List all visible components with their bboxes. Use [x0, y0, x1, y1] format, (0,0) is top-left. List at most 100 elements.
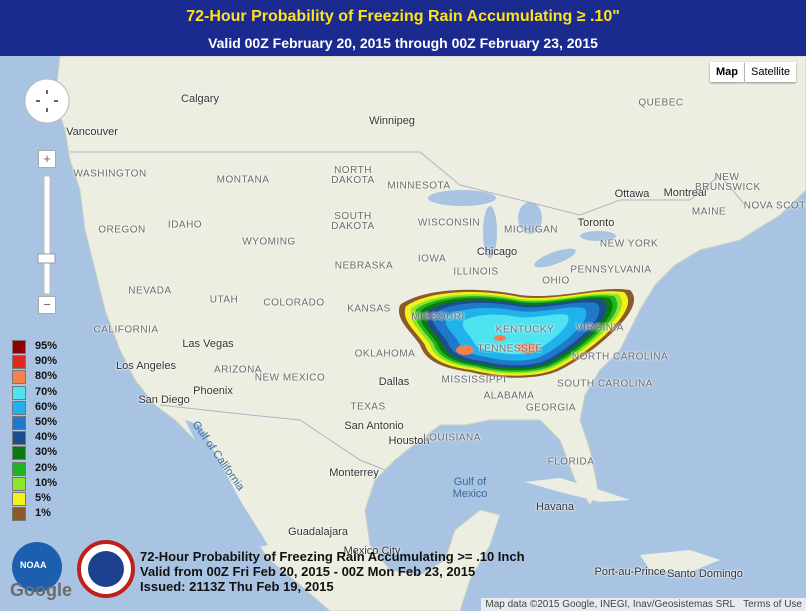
place-label: TEXAS: [350, 401, 386, 413]
legend-label: 95%: [35, 340, 58, 352]
legend-entry: 90%: [10, 355, 62, 370]
noaa-text: NOAA: [20, 560, 47, 570]
legend-entry: 70%: [10, 385, 62, 401]
place-label: Havana: [536, 501, 574, 513]
legend: 95% 90% 80% 70% 60% 50% 40% 30% 20% 10% 5% 1%: [10, 340, 62, 522]
legend-swatch: [12, 415, 26, 430]
legend-entry: 95%: [10, 340, 62, 355]
place-label: NORTH DAKOTA: [331, 165, 375, 186]
legend-swatch: [12, 507, 26, 522]
legend-swatch: [12, 385, 26, 400]
legend-entry: 1%: [10, 507, 62, 522]
legend-label: 50%: [35, 415, 58, 428]
place-label: Los Angeles: [116, 360, 176, 372]
map-data: Map data ©2015 Google, INEGI, Inav/Geosi…: [485, 599, 735, 610]
place-label: Calgary: [181, 93, 219, 105]
legend-label: 20%: [35, 461, 58, 474]
place-label: NEVADA: [128, 285, 172, 297]
place-label: Las Vegas: [182, 338, 234, 350]
probability-band: [456, 345, 474, 355]
place-label: SOUTH CAROLINA: [557, 378, 653, 390]
place-label: CALIFORNIA: [93, 324, 159, 336]
google-logo: Google: [10, 580, 72, 600]
place-label: Phoenix: [193, 385, 233, 397]
place-label: WYOMING: [242, 236, 296, 248]
legend-entry: 5%: [10, 491, 62, 507]
place-label: San Antonio: [344, 420, 404, 432]
place-label: Vancouver: [66, 126, 118, 138]
probability-band: [517, 343, 539, 353]
legend-entry: 60%: [10, 400, 62, 416]
legend-swatch: [12, 340, 26, 354]
map: [12, 56, 806, 611]
caption-line: Valid from 00Z Fri Feb 20, 2015 - 00Z Mo…: [140, 564, 476, 579]
legend-swatch: [12, 446, 26, 461]
place-label: NEW MEXICO: [254, 372, 326, 384]
place-label: Toronto: [577, 217, 615, 229]
legend-entry: 80%: [10, 370, 62, 385]
borders: [70, 151, 746, 471]
satellite-button[interactable]: Satellite: [745, 62, 797, 82]
pan-control[interactable]: [24, 78, 70, 124]
place-label: NEW YORK: [599, 238, 659, 250]
freezing-rain-area: [399, 288, 635, 378]
place-label: Montreal: [663, 187, 707, 199]
place-label: KANSAS: [347, 303, 391, 315]
cuba: [525, 478, 630, 502]
title: 72-Hour Probability of Freezing Rain Acc…: [186, 8, 620, 25]
place-label: TENNESSEE: [477, 343, 543, 355]
place-label: LOUISIANA: [423, 432, 481, 444]
legend-entry: 20%: [10, 461, 62, 477]
legend-swatch: [12, 476, 26, 491]
legend-label: 30%: [35, 446, 58, 459]
legend-label: 70%: [35, 385, 58, 398]
place-label: NEBRASKA: [334, 260, 394, 272]
zoom-out[interactable]: −: [38, 296, 56, 314]
terms-link[interactable]: Terms of Use: [743, 599, 802, 610]
place-label: MAINE: [691, 206, 727, 218]
place-label: Monterrey: [329, 467, 379, 479]
place-label: NEW BRUNSWICK: [695, 172, 761, 193]
map-button[interactable]: Map: [710, 62, 744, 82]
gulf-of-california: [185, 420, 268, 548]
place-label: PENNSYLVANIA: [570, 264, 652, 276]
legend-label: 40%: [35, 431, 58, 444]
legend-swatch: [12, 370, 26, 385]
place-label: NORTH CAROLINA: [571, 351, 669, 363]
place-label: MICHIGAN: [504, 224, 558, 236]
place-label: Guadalajara: [288, 526, 348, 538]
zoom-slider[interactable]: [43, 175, 51, 295]
attribution: Map data ©2015 Google, INEGI, Inav/Geosi…: [481, 598, 806, 611]
place-label: Dallas: [378, 376, 410, 388]
place-label: Santo Domingo: [667, 568, 743, 580]
place-label: GEORGIA: [525, 402, 577, 414]
probability-band: [494, 335, 506, 341]
legend-label: 60%: [35, 400, 58, 413]
nws-logo-center: [88, 551, 124, 587]
legend-swatch: [12, 431, 26, 446]
place-label: MISSISSIPPI: [441, 374, 507, 386]
place-label: ARIZONA: [214, 364, 262, 376]
zoom-handle[interactable]: [37, 253, 56, 264]
place-label: MINNESOTA: [387, 180, 451, 192]
place-label: MISSOURI: [411, 311, 465, 323]
place-label: Ottawa: [614, 188, 650, 200]
caption-line: 72-Hour Probability of Freezing Rain Acc…: [140, 549, 525, 564]
place-label: OKLAHOMA: [354, 348, 416, 360]
legend-label: 5%: [35, 491, 51, 504]
place-label: FLORIDA: [547, 456, 595, 468]
place-label: Gulf of Mexico: [452, 476, 488, 500]
place-label: WISCONSIN: [417, 217, 481, 229]
legend-entry: 40%: [10, 431, 62, 446]
pan-arrows: [36, 90, 58, 112]
place-label: Houston: [388, 435, 430, 447]
legend-swatch: [12, 461, 26, 476]
place-label: Winnipeg: [369, 115, 415, 127]
place-label: QUEBEC: [638, 97, 684, 109]
place-label: Port-au-Prince: [594, 566, 666, 578]
caption-line: Issued: 2113Z Thu Feb 19, 2015: [140, 579, 334, 594]
place-label: VIRGINIA: [576, 322, 624, 334]
place-label: COLORADO: [263, 297, 325, 309]
zoom-in[interactable]: +: [38, 150, 56, 168]
